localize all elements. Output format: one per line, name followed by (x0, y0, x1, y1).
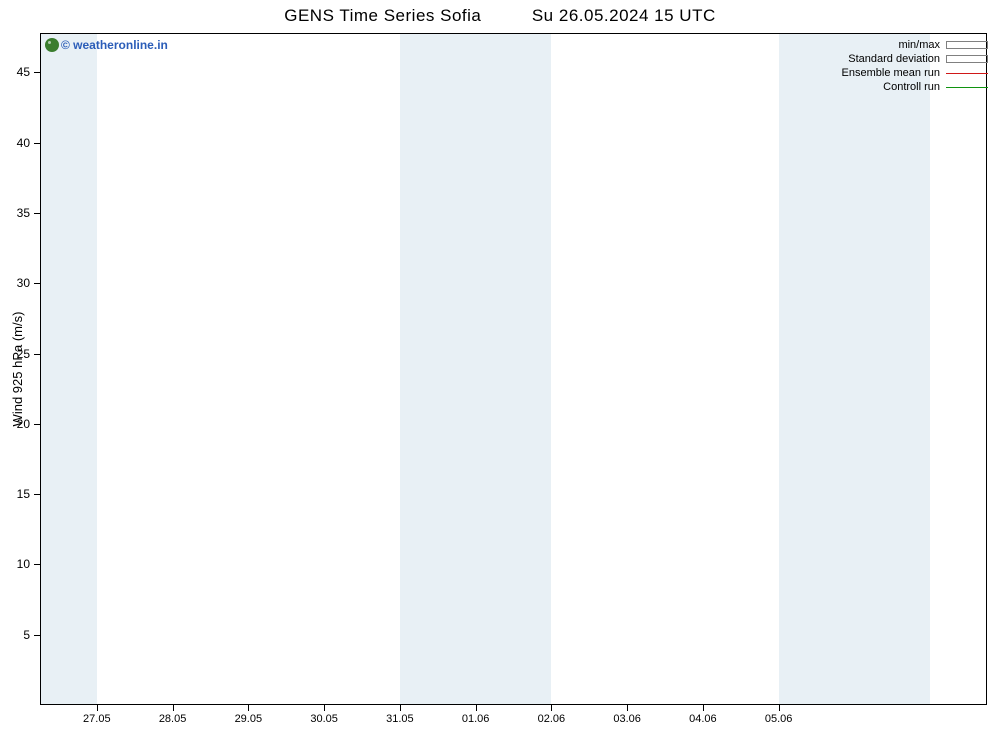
title-right: Su 26.05.2024 15 UTC (532, 6, 716, 25)
plot-border (986, 33, 987, 705)
xtick-label: 27.05 (83, 705, 111, 725)
plot-border (40, 704, 987, 705)
xtick-label: 02.06 (538, 705, 566, 725)
legend-label: min/max (898, 38, 946, 52)
ytick-label: 40 (17, 136, 40, 150)
xtick-label: 28.05 (159, 705, 187, 725)
legend-swatch (946, 81, 988, 93)
legend-row: Ensemble mean run (842, 66, 988, 80)
legend-row: Standard deviation (842, 52, 988, 66)
xtick-label: 31.05 (386, 705, 414, 725)
xtick-label: 05.06 (765, 705, 793, 725)
ytick-label: 45 (17, 65, 40, 79)
legend-label: Ensemble mean run (842, 66, 946, 80)
plot-border (40, 33, 41, 705)
xtick-label: 29.05 (235, 705, 263, 725)
legend-row: min/max (842, 38, 988, 52)
legend-swatch (946, 67, 988, 79)
ytick-label: 30 (17, 276, 40, 290)
legend-swatch (946, 53, 988, 65)
ytick-label: 35 (17, 206, 40, 220)
legend-label: Standard deviation (848, 52, 946, 66)
shaded-band (40, 33, 97, 705)
y-axis-label: Wind 925 hPa (m/s) (10, 312, 25, 427)
legend-row: Controll run (842, 80, 988, 94)
legend: min/maxStandard deviationEnsemble mean r… (842, 38, 988, 94)
ytick-label: 5 (23, 628, 40, 642)
plot-border (40, 33, 987, 34)
legend-label: Controll run (883, 80, 946, 94)
ytick-label: 10 (17, 557, 40, 571)
watermark-text: © weatheronline.in (61, 38, 168, 52)
xtick-label: 01.06 (462, 705, 490, 725)
title-left: GENS Time Series Sofia (284, 6, 481, 25)
globe-icon (45, 38, 59, 52)
watermark: © weatheronline.in (45, 38, 168, 52)
shaded-band (779, 33, 931, 705)
ytick-label: 15 (17, 487, 40, 501)
xtick-label: 04.06 (689, 705, 717, 725)
xtick-label: 03.06 (613, 705, 641, 725)
xtick-label: 30.05 (310, 705, 338, 725)
chart-title: GENS Time Series Sofia Su 26.05.2024 15 … (0, 6, 1000, 26)
shaded-band (400, 33, 552, 705)
chart-container: GENS Time Series Sofia Su 26.05.2024 15 … (0, 0, 1000, 733)
legend-swatch (946, 39, 988, 51)
plot-area: © weatheronline.in 5101520253035404527.0… (40, 33, 987, 705)
